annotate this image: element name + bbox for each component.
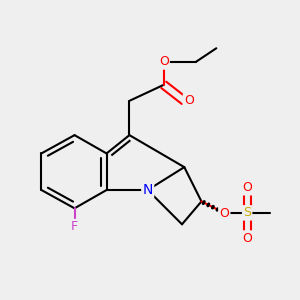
Text: S: S bbox=[243, 206, 251, 219]
Text: O: O bbox=[159, 56, 169, 68]
Text: O: O bbox=[184, 94, 194, 107]
Text: F: F bbox=[71, 220, 78, 233]
Text: O: O bbox=[242, 232, 252, 244]
Text: N: N bbox=[142, 183, 153, 197]
Text: O: O bbox=[219, 207, 229, 220]
Text: O: O bbox=[242, 181, 252, 194]
